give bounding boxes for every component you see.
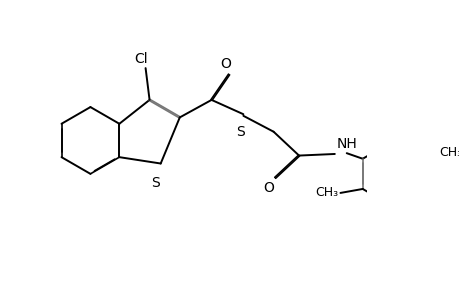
Text: CH₃: CH₃ bbox=[315, 186, 338, 200]
Text: O: O bbox=[220, 57, 231, 71]
Text: CH₃: CH₃ bbox=[438, 146, 459, 159]
Text: Cl: Cl bbox=[134, 52, 148, 66]
Text: NH: NH bbox=[336, 137, 356, 151]
Text: S: S bbox=[235, 125, 244, 140]
Text: O: O bbox=[263, 181, 274, 195]
Text: S: S bbox=[151, 176, 160, 190]
